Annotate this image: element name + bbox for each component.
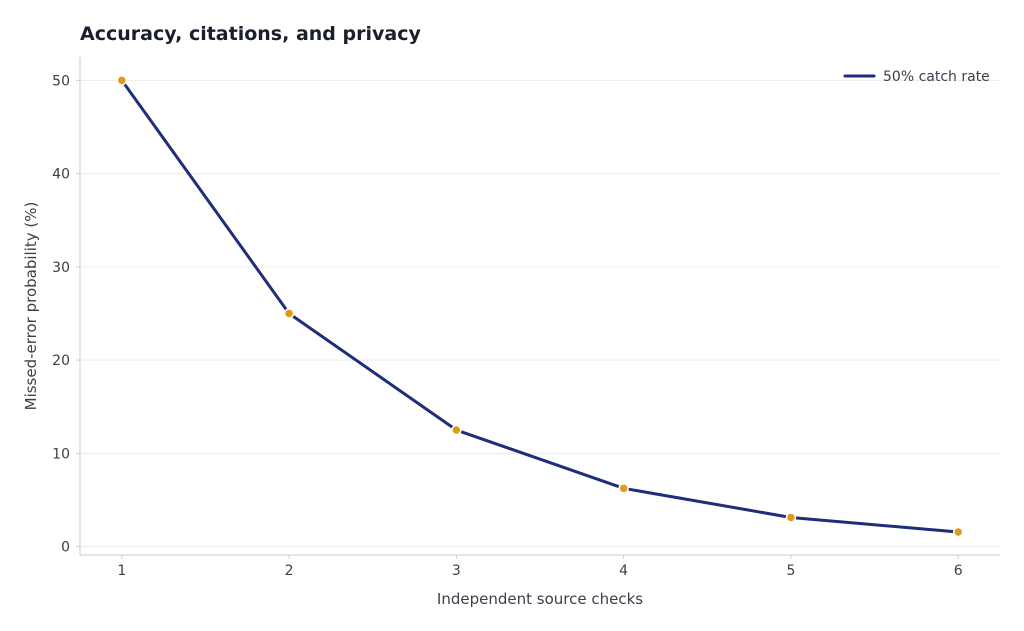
y-tick-label: 0	[61, 540, 70, 556]
chart-title: Accuracy, citations, and privacy	[80, 23, 421, 45]
data-point	[116, 75, 128, 86]
data-point	[618, 483, 629, 494]
x-tick-label: 5	[786, 563, 795, 579]
y-tick-label: 40	[52, 167, 70, 183]
x-axis-label: Independent source checks	[437, 590, 643, 608]
y-tick-label: 20	[52, 353, 70, 369]
x-ticks: 1 2 3 4 5 6	[117, 555, 963, 579]
x-tick-label: 3	[452, 563, 461, 579]
series-line	[120, 78, 960, 534]
data-point	[283, 308, 295, 319]
y-tick-label: 30	[52, 260, 70, 276]
x-tick-label: 4	[619, 563, 628, 579]
y-axis-label: Missed-error probability (%)	[22, 202, 40, 411]
data-point	[451, 424, 462, 436]
x-tick-label: 6	[954, 563, 963, 579]
data-point	[785, 512, 797, 523]
grid-lines	[80, 79, 1000, 548]
legend-label: 50% catch rate	[883, 69, 990, 85]
series-layer	[116, 75, 964, 538]
y-tick-label: 50	[52, 73, 70, 89]
y-tick-label: 10	[52, 446, 70, 462]
x-tick-label: 2	[285, 563, 294, 579]
legend: 50% catch rate	[843, 69, 990, 85]
x-tick-label: 1	[117, 563, 126, 579]
data-point	[952, 526, 964, 538]
y-ticks: 0 10 20 30 40 50	[52, 73, 80, 556]
